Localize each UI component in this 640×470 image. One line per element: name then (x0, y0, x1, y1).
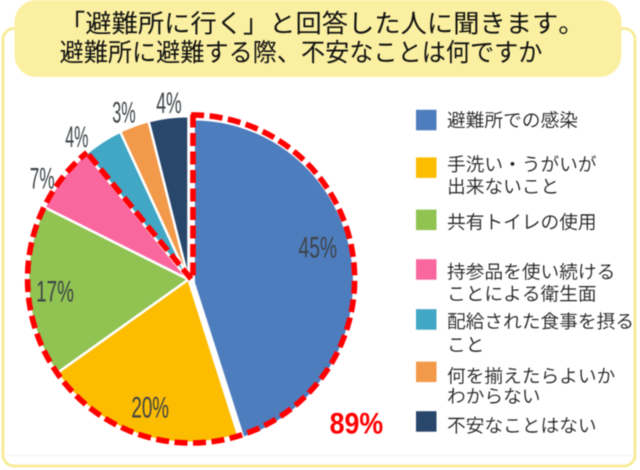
svg-text:4%: 4% (65, 121, 88, 154)
svg-text:45%: 45% (299, 232, 338, 265)
svg-text:17%: 17% (36, 276, 74, 309)
svg-text:4%: 4% (156, 87, 182, 120)
svg-text:7%: 7% (30, 163, 55, 196)
svg-text:89%: 89% (330, 408, 384, 441)
svg-text:20%: 20% (131, 392, 169, 425)
svg-text:3%: 3% (112, 97, 135, 130)
